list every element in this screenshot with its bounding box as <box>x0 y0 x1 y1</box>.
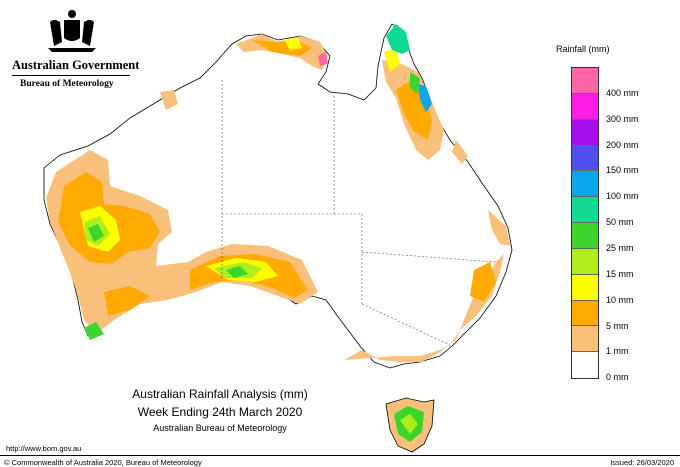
legend-swatch-above-400 <box>572 68 598 94</box>
legend-swatch-200 <box>572 145 598 172</box>
logo-block <box>8 8 138 54</box>
legend-title: Rainfall (mm) <box>556 44 610 54</box>
website-link[interactable]: http://www.bom.gov.au <box>6 444 82 453</box>
crest-icon <box>48 10 96 52</box>
footer-divider <box>0 455 680 456</box>
legend-label: 100 mm <box>606 191 639 202</box>
map-source: Australian Bureau of Meteorology <box>153 423 287 433</box>
state-borders <box>221 80 497 347</box>
legend-swatches <box>571 67 599 380</box>
legend-label: 50 mm <box>606 217 634 228</box>
legend-swatch-400 <box>572 93 598 120</box>
legend-label: 5 mm <box>606 320 629 331</box>
legend-swatch-100 <box>572 197 598 224</box>
legend-label: 300 mm <box>606 113 639 124</box>
legend-label: 150 mm <box>606 165 639 176</box>
header-divider <box>12 75 130 76</box>
map-subtitle: Week Ending 24th March 2020 <box>137 405 303 419</box>
legend-label: 400 mm <box>606 87 639 98</box>
issued-date: Issued: 26/03/2020 <box>610 458 674 467</box>
copyright-text: © Commonwealth of Australia 2020, Bureau… <box>4 458 202 467</box>
legend-swatch-10 <box>572 300 598 327</box>
legend-swatch-5 <box>572 326 598 353</box>
legend-label: 10 mm <box>606 294 634 305</box>
government-name: Australian Government <box>12 58 140 72</box>
bureau-name: Bureau of Meteorology <box>20 79 114 89</box>
legend-swatch-1 <box>572 352 598 379</box>
legend-label: 0 mm <box>606 372 629 383</box>
legend-swatch-150 <box>572 171 598 198</box>
legend-swatch-300 <box>572 119 598 146</box>
legend-swatch-25 <box>572 248 598 275</box>
legend-swatch-15 <box>572 274 598 301</box>
legend-label: 15 mm <box>606 268 634 279</box>
legend-swatch-50 <box>572 223 598 249</box>
map-title: Australian Rainfall Analysis (mm) <box>132 387 308 401</box>
rain-50-150mm <box>318 24 432 112</box>
legend-label: 25 mm <box>606 242 634 253</box>
legend-label: 1 mm <box>606 346 629 357</box>
legend-label: 200 mm <box>606 139 639 150</box>
tasmania-rain-light <box>400 414 418 434</box>
